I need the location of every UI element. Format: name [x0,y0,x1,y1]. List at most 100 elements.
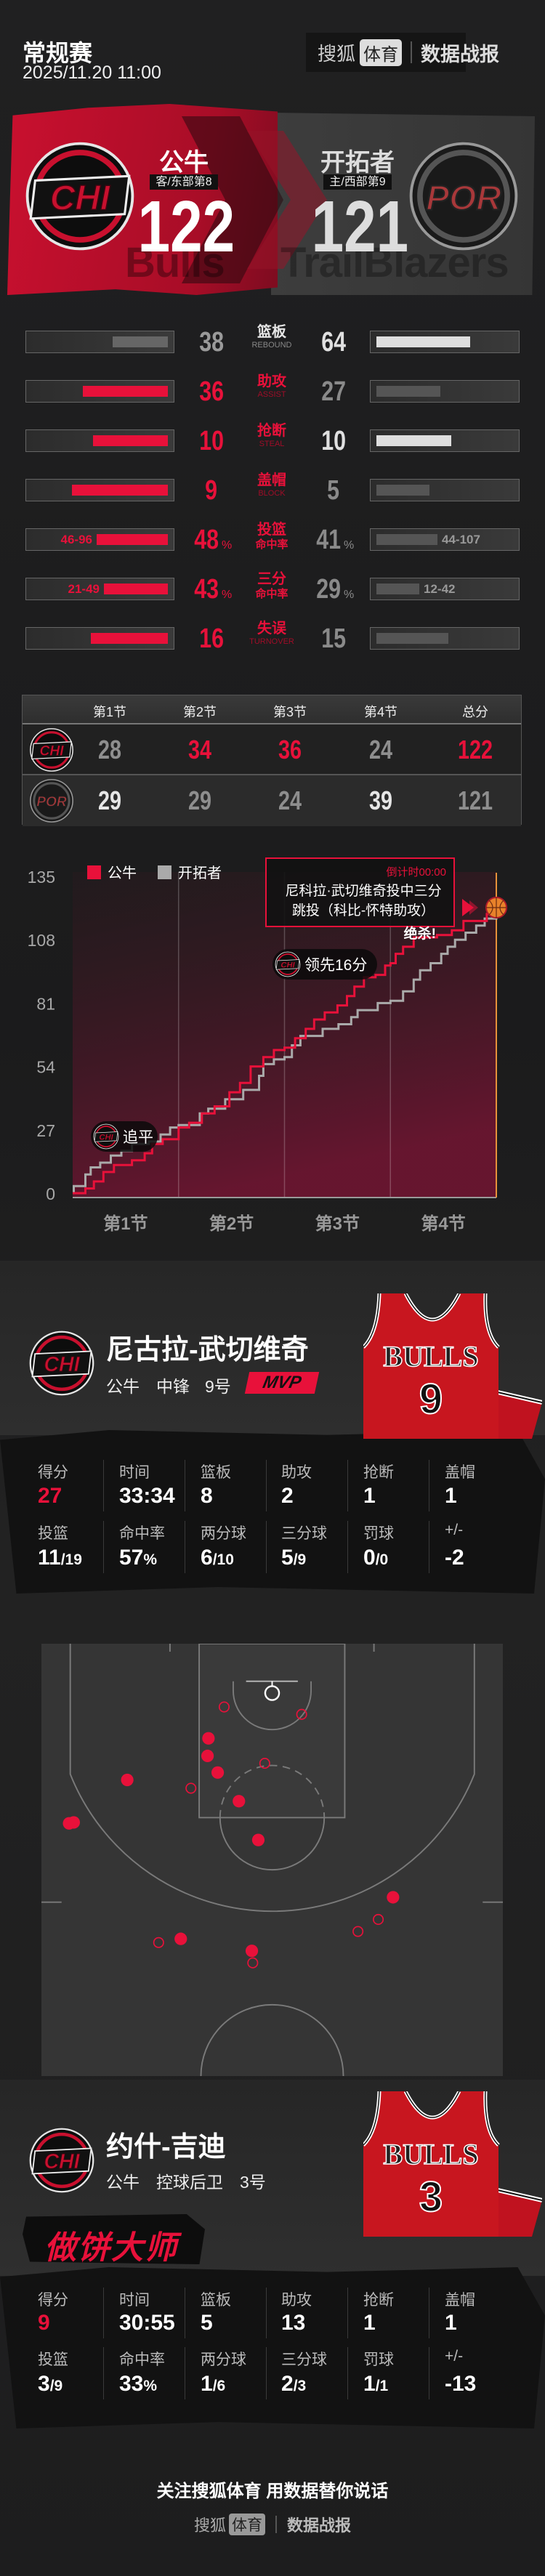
annotation-pill: CHI 追平 [91,1121,158,1152]
chi-logo-icon: CHI [25,142,134,251]
player-stat: 三分球 [281,1522,361,1543]
por-logo-icon: POR [409,142,518,251]
stat-label: 三分 命中率 [243,570,301,600]
stat-divider [266,1460,267,1511]
player-stat-main: 33 [119,2372,144,2396]
por-score: 121 [311,186,409,267]
shot-made-marker [233,1795,246,1808]
player-stat-value-wrap: 2 [281,1484,361,1509]
team-stat-row: 16 失误 TURNOVER 15 [0,621,545,653]
team-stat-row: 21-49 43% 三分 命中率 29% 12-42 [0,571,545,604]
footer-brand-sohu: 搜狐 [193,2516,226,2535]
quarter-score-table: 第1节 第2节 第3节 第4节 总分 CHI 28 34 36 24 122 POR 29 29 2… [22,695,522,826]
por-quarter-score: 29 [164,786,236,816]
logo-abbr: CHI [44,2150,80,2173]
team-stat-row: 10 抢断 STEAL 10 [0,423,545,456]
chi-team-name: 公牛 [159,149,209,177]
por-stat-value: 10 [304,427,363,456]
por-stat-bar-track: 12-42 [370,578,520,600]
por-tag-wrap: 主/西部第9 [299,171,416,190]
player-stat: 命中率 [119,2348,199,2370]
annotation-pill: CHI 领先16分 [272,949,377,980]
player-stat-label: 抢断 [363,2292,394,2309]
player-stat-sub: /1 [375,2378,389,2394]
player-stat-main: 2 [281,2372,294,2396]
chi-stat-bar [113,336,168,347]
player-stat-value-wrap: 1 [363,1484,443,1509]
player-stat-main: 1 [363,2372,376,2396]
shot-missed-marker [296,1708,307,1720]
percent-sign: % [344,539,355,552]
player1-number: 9号 [205,1377,231,1396]
player-stat-label: 助攻 [281,2292,312,2309]
team-stat-row: 36 助攻 ASSIST 27 [0,374,545,406]
player-stat-value-wrap: -13 [445,2372,525,2397]
court-marks [41,1644,503,1903]
player-stat-main: 5 [281,1546,294,1570]
player-stat-label: 命中率 [119,2351,165,2368]
versus-chevron-icon [182,116,327,283]
player-stat-sub: /0 [375,1551,389,1568]
brand-logo: 搜狐 体育 数据战报 [306,33,538,72]
player-stat-value-wrap: 3/9 [38,2372,118,2397]
team-stat-row: 9 盖帽 BLOCK 5 [0,472,545,505]
brand-divider [411,41,413,63]
legend-swatch [87,865,101,879]
por-stat-value: 5 [304,476,363,505]
tooltip-line1: 尼科拉·武切维奇投中三分 [285,883,441,899]
por-stat-bar [376,386,440,397]
stat-label: 助攻 ASSIST [243,373,301,399]
pointer-arrow-icon [462,899,474,916]
brand-sports: 体育 [360,39,403,66]
stat-label-cn: 抢断 [257,423,286,439]
annotation-bg [272,949,377,980]
player-stat-value-wrap: 11/19 [38,1546,118,1570]
player-stat-value: 33:34 [119,1484,199,1509]
stat-divider [266,2347,267,2399]
chi-logo-icon: CHI [93,1123,119,1150]
pointer-arrow-icon [469,900,478,915]
brand-sohu: 搜狐 [318,42,356,65]
player2-team-logo: CHI [28,2127,95,2197]
player-stat-main: 13 [281,2311,306,2335]
player-stat-value-wrap: 1 [445,2311,525,2335]
player1-team: 公牛 [106,1377,140,1396]
player-stat-value: 0/0 [363,1546,443,1570]
shot-missed-marker [218,1701,230,1713]
chi-logo-icon: CHI [29,2128,94,2193]
quarter-row-chi: CHI 28 34 36 24 122 [23,724,521,775]
por-quarter-score: 121 [439,786,512,816]
chi-stat-value: 9 [182,476,241,505]
quarter-header: 第2节 [182,705,217,719]
chi-quarter-score: 34 [164,735,236,765]
y-tick-label: 27 [36,1121,55,1140]
por-made-attempts: 12-42 [424,582,456,596]
chi-stat-bar-track [25,380,174,403]
player-stat-value: 57% [119,1546,199,1570]
por-team-name: 开拓者 [320,149,395,177]
free-throw-circle-dashed [219,1764,326,1818]
player-stat-label: 两分球 [201,1525,246,1542]
player-stat-value: -2 [445,1546,525,1570]
shot-missed-marker [373,1913,384,1925]
por-stat-bar-track [370,627,520,650]
player-stat-label: 投篮 [38,1525,68,1542]
chi-stat-bar-track: 21-49 [25,578,174,600]
chi-stat-bar [91,633,168,644]
player-stat-label: 罚球 [363,2351,394,2368]
player-stat: 得分 [38,1461,118,1482]
player-stat: +/- [445,2348,525,2365]
quarter-header: 第3节 [272,705,307,719]
chi-stat-bar-track [25,429,174,452]
chi-team-logo: CHI [24,140,136,256]
player-stat: 助攻 [281,2288,361,2310]
player-stat-main: 1 [201,2372,213,2396]
por-stat-value: 15 [304,624,363,653]
quarter-header: 第4节 [363,705,397,719]
stat-divider [103,2288,104,2338]
annotation-text: 领先16分 [304,957,367,974]
shot-made-marker [202,1732,215,1745]
percent-sign: % [222,589,233,601]
player-stat-value: 1 [363,1484,443,1509]
player-stat: 篮板 [201,1461,280,1482]
